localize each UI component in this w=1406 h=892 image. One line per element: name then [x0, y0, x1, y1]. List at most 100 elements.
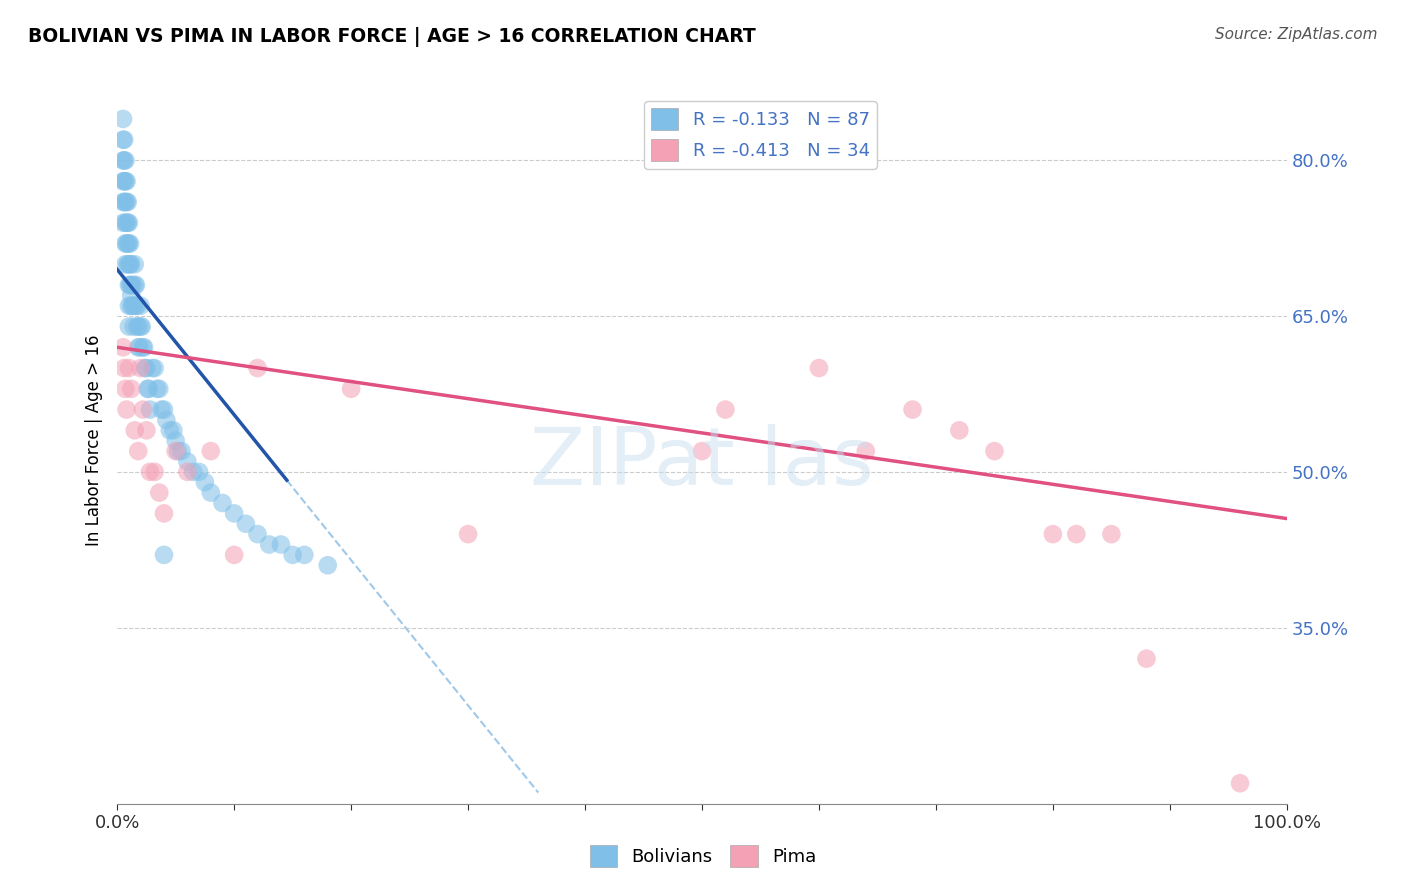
Point — [165, 444, 187, 458]
Legend: R = -0.133   N = 87, R = -0.413   N = 34: R = -0.133 N = 87, R = -0.413 N = 34 — [644, 101, 877, 169]
Point — [122, 319, 145, 334]
Point — [153, 548, 176, 562]
Point — [690, 444, 713, 458]
Point — [132, 340, 155, 354]
Point — [162, 423, 184, 437]
Text: Source: ZipAtlas.com: Source: ZipAtlas.com — [1215, 27, 1378, 42]
Point — [118, 299, 141, 313]
Point — [125, 299, 148, 313]
Point — [1099, 527, 1122, 541]
Point — [127, 319, 149, 334]
Point — [176, 465, 198, 479]
Point — [120, 382, 142, 396]
Point — [132, 402, 155, 417]
Point — [115, 194, 138, 209]
Point — [112, 174, 135, 188]
Point — [170, 444, 193, 458]
Point — [118, 236, 141, 251]
Point — [120, 288, 142, 302]
Point — [983, 444, 1005, 458]
Point — [167, 444, 190, 458]
Point — [134, 361, 156, 376]
Point — [117, 216, 139, 230]
Point — [112, 361, 135, 376]
Point — [855, 444, 877, 458]
Point — [112, 194, 135, 209]
Point — [125, 319, 148, 334]
Point — [112, 153, 135, 168]
Point — [112, 340, 135, 354]
Point — [114, 153, 136, 168]
Point — [114, 194, 136, 209]
Point — [112, 216, 135, 230]
Point — [118, 278, 141, 293]
Point — [129, 319, 152, 334]
Point — [112, 153, 135, 168]
Point — [114, 236, 136, 251]
Point — [117, 257, 139, 271]
Point — [112, 194, 135, 209]
Point — [114, 216, 136, 230]
Point — [114, 257, 136, 271]
Point — [316, 558, 339, 573]
Point — [257, 537, 280, 551]
Point — [118, 216, 141, 230]
Point — [120, 299, 142, 313]
Point — [114, 382, 136, 396]
Point — [148, 382, 170, 396]
Point — [281, 548, 304, 562]
Point — [141, 361, 163, 376]
Point — [112, 133, 135, 147]
Point — [121, 299, 143, 313]
Text: ZIPat las: ZIPat las — [530, 424, 875, 501]
Point — [148, 485, 170, 500]
Point — [1066, 527, 1088, 541]
Point — [901, 402, 924, 417]
Point — [139, 465, 162, 479]
Point — [129, 361, 152, 376]
Point — [155, 413, 177, 427]
Point — [118, 236, 141, 251]
Point — [194, 475, 217, 490]
Point — [1042, 527, 1064, 541]
Point — [118, 361, 141, 376]
Point — [246, 527, 269, 541]
Point — [948, 423, 970, 437]
Point — [115, 174, 138, 188]
Point — [340, 382, 363, 396]
Point — [188, 465, 211, 479]
Point — [115, 216, 138, 230]
Y-axis label: In Labor Force | Age > 16: In Labor Force | Age > 16 — [86, 335, 103, 547]
Point — [246, 361, 269, 376]
Point — [139, 402, 162, 417]
Point — [115, 236, 138, 251]
Point — [127, 444, 149, 458]
Point — [112, 112, 135, 126]
Point — [224, 507, 246, 521]
Point — [807, 361, 830, 376]
Point — [143, 361, 166, 376]
Point — [112, 174, 135, 188]
Point — [153, 402, 176, 417]
Point — [714, 402, 737, 417]
Point — [1229, 776, 1251, 790]
Point — [146, 382, 169, 396]
Point — [200, 444, 222, 458]
Point — [165, 434, 187, 448]
Point — [124, 257, 146, 271]
Point — [131, 319, 153, 334]
Point — [120, 257, 142, 271]
Point — [127, 340, 149, 354]
Point — [138, 382, 160, 396]
Point — [124, 423, 146, 437]
Point — [135, 423, 157, 437]
Point — [121, 278, 143, 293]
Point — [117, 236, 139, 251]
Point — [118, 278, 141, 293]
Point — [120, 278, 142, 293]
Point — [117, 194, 139, 209]
Point — [457, 527, 479, 541]
Point — [153, 507, 176, 521]
Point — [122, 299, 145, 313]
Point — [114, 174, 136, 188]
